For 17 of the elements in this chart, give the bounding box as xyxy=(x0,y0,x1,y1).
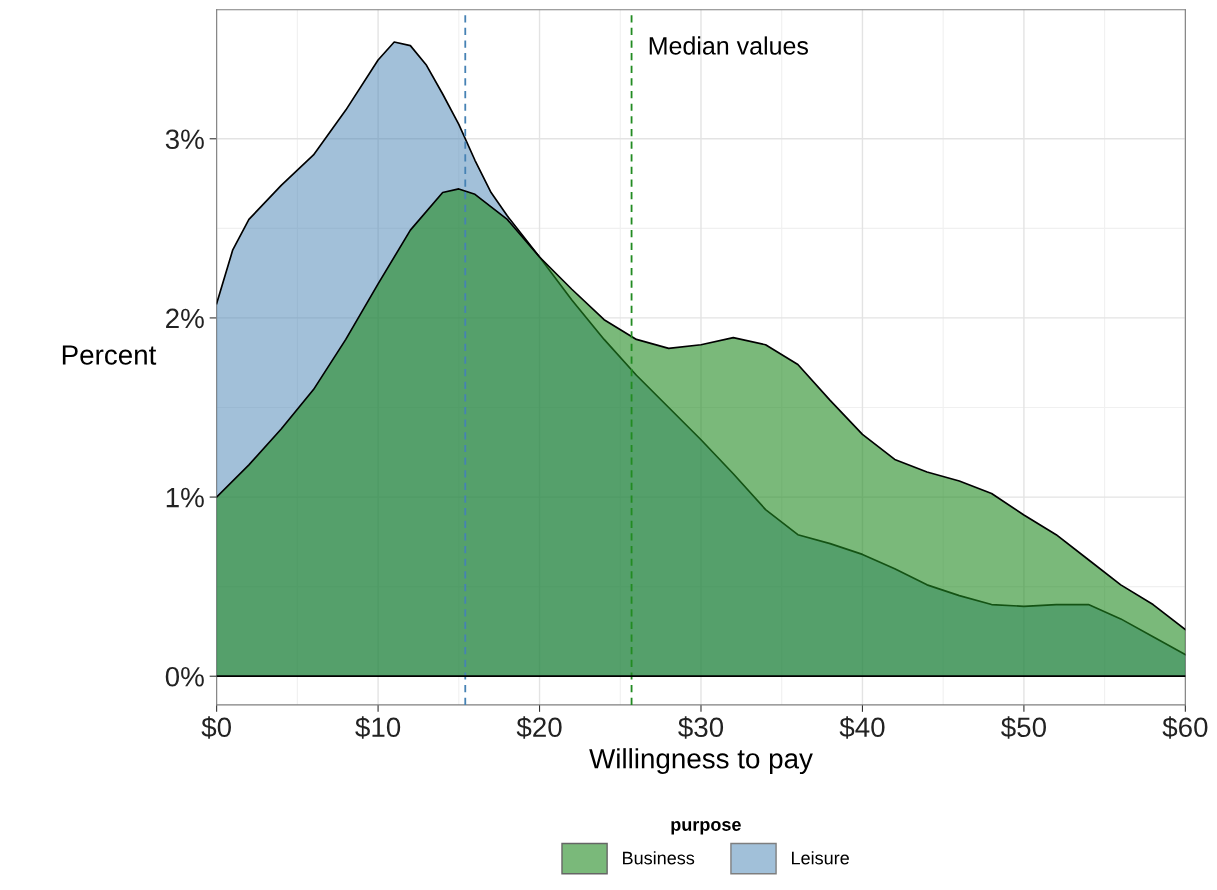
x-tick-label: $10 xyxy=(355,716,401,739)
legend-label: Business xyxy=(623,851,695,865)
x-tick-label: $30 xyxy=(678,716,724,739)
legend-label: Leisure xyxy=(792,851,849,865)
x-tick-label: $20 xyxy=(516,716,562,739)
x-tick-label: $40 xyxy=(839,716,885,739)
x-tick-label: $60 xyxy=(1162,716,1208,739)
y-tick-label: 3% xyxy=(165,129,204,150)
x-axis-title: Willingness to pay xyxy=(589,748,813,775)
annotation: Median values xyxy=(649,36,809,55)
y-axis-title: Percent xyxy=(62,345,157,365)
y-tick-label: 0% xyxy=(165,666,204,687)
legend-title: purpose xyxy=(671,820,741,835)
y-tick-label: 1% xyxy=(166,487,204,508)
x-tick-label: $50 xyxy=(1001,716,1046,739)
x-tick-label: $0 xyxy=(201,716,231,739)
y-tick-label: 2% xyxy=(166,308,204,329)
